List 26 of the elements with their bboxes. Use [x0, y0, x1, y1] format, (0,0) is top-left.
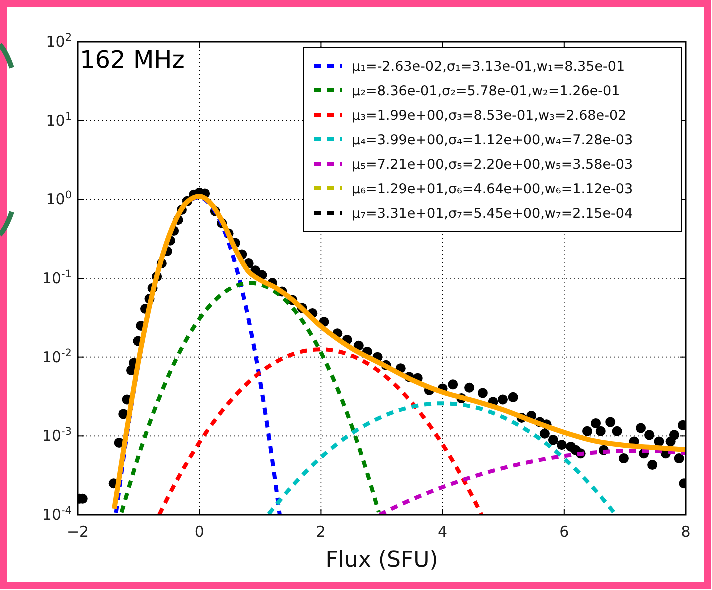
legend-label: μ₃=1.99e+00,σ₃=8.53e-01,w₃=2.68e-02	[352, 108, 627, 124]
x-tick-label: −2	[66, 523, 90, 541]
x-tick-label: 8	[681, 523, 691, 541]
y-tick-label: 10$^{0}$	[46, 190, 72, 209]
y-tick-label: 10$^{-3}$	[42, 426, 72, 446]
y-tick-label: 10$^{-1}$	[42, 268, 72, 288]
y-tick-label: 10$^{-4}$	[42, 505, 72, 524]
annotation: 162 MHz	[80, 46, 185, 74]
legend-label: μ₅=7.21e+00,σ₅=2.20e+00,w₅=3.58e-03	[352, 157, 634, 173]
y-tick-label: 10$^{2}$	[46, 32, 72, 51]
legend-label: μ₄=3.99e+00,σ₄=1.12e+00,w₄=7.28e-03	[352, 132, 634, 148]
x-tick-label: 2	[316, 523, 326, 541]
x-tick-label: 0	[194, 523, 204, 541]
legend-label: μ₆=1.29e+01,σ₆=4.64e+00,w₆=1.12e-03	[352, 182, 634, 198]
x-tick-label: 6	[560, 523, 570, 541]
legend-label: μ₇=3.31e+01,σ₇=5.45e+00,w₇=2.15e-04	[352, 206, 634, 222]
line-series	[120, 281, 381, 515]
x-axis-title: Flux (SFU)	[326, 548, 438, 573]
line-series	[157, 348, 484, 515]
line-series	[266, 402, 618, 515]
line-series	[378, 448, 686, 515]
x-tick-label: 4	[438, 523, 448, 541]
legend-label: μ₂=8.36e-01,σ₂=5.78e-01,w₂=1.26e-01	[352, 84, 620, 100]
legend-label: μ₁=-2.63e-02,σ₁=3.13e-01,w₁=8.35e-01	[352, 59, 626, 75]
y-tick-label: 10$^{-2}$	[42, 347, 72, 366]
y-tick-label: 10$^{1}$	[46, 110, 72, 130]
